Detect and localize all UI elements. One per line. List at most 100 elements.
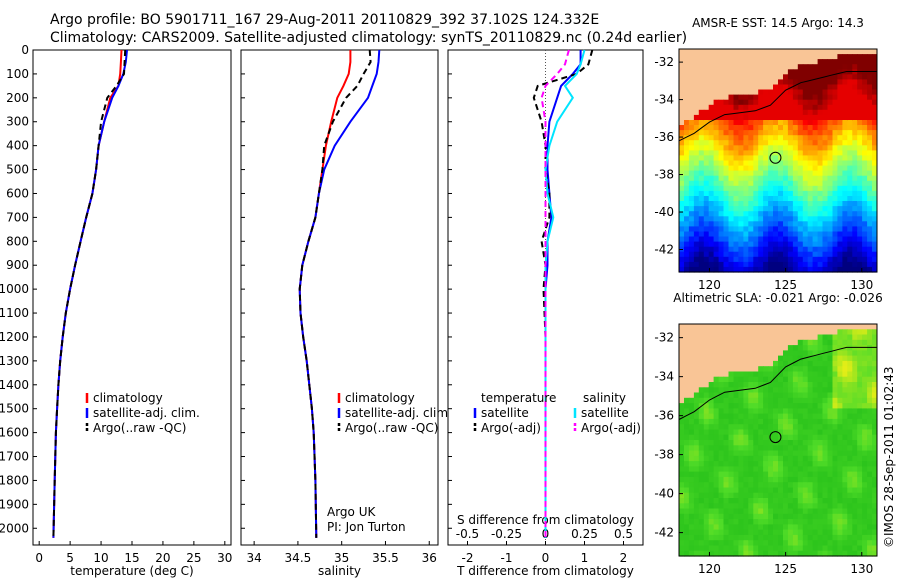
sla_map-cell [738, 408, 744, 415]
sst_map-cell [783, 180, 789, 187]
sla_map-cell [812, 418, 819, 425]
sla_map-cell [753, 476, 759, 483]
sst_map-cell [832, 251, 838, 258]
sla_map-cell [837, 545, 843, 552]
sla_map-cell [773, 397, 779, 404]
sst_map-cell [797, 170, 804, 177]
sla_map-cell [837, 387, 843, 394]
sla_map-cell [837, 466, 843, 473]
sla_map-cell [832, 503, 838, 510]
sla_map-cell [792, 413, 799, 420]
sst_map-cell [832, 160, 838, 167]
sla_map-cell [758, 455, 764, 462]
sla_map-cell [778, 461, 784, 467]
sla_map-cell [857, 387, 863, 394]
sst_map-cell [758, 160, 764, 167]
sla_map-cell [817, 545, 824, 552]
sst_map-cell [787, 160, 794, 167]
sst_map-cell [862, 160, 868, 167]
sst_map-cell [847, 196, 853, 202]
sst_map-cell [787, 135, 794, 141]
sst_map-cell [778, 160, 784, 167]
sla_map-cell [728, 508, 734, 515]
sst_map-cell [847, 211, 853, 217]
sst_map-cell [718, 211, 725, 217]
sst_map-cell [847, 109, 853, 116]
sst_map-cell [703, 135, 710, 141]
sst_map-cell [778, 89, 784, 96]
sla_map-cell [807, 492, 814, 499]
sst_map-cell [733, 165, 739, 172]
sla_map-cell [758, 376, 764, 383]
sst_map-cell [738, 256, 744, 263]
sst_map-cell [758, 241, 764, 248]
sst_map-cell [872, 99, 878, 106]
sla_map-cell [768, 513, 774, 520]
sst_map-cell [713, 221, 720, 227]
sst_map-cell [792, 261, 799, 268]
sst_map-cell [768, 109, 774, 116]
sla_map-cell [812, 540, 819, 547]
sla_map-cell [857, 403, 863, 409]
sst_map-cell [822, 170, 828, 177]
sst_map-cell [783, 206, 789, 212]
sla_map-cell [827, 482, 833, 489]
sst_map-cell [847, 185, 853, 192]
sst_map-cell [787, 170, 794, 177]
sla_map-cell [837, 392, 843, 399]
sla_map-cell [837, 503, 843, 510]
sst_map-cell [872, 150, 878, 157]
sla_map-cell [758, 508, 764, 515]
sst_map-cell [802, 256, 809, 263]
sst_map-cell [862, 170, 868, 177]
sst_map-cell [812, 109, 819, 116]
sla_map-cell [728, 492, 734, 499]
sla_map-cell [872, 487, 878, 494]
sst_map-cell [862, 261, 868, 268]
sla_map-cell [773, 482, 779, 489]
sst_map-cell [703, 109, 710, 116]
sla_map-cell [768, 508, 774, 515]
sst_map-cell [684, 130, 690, 136]
sst_map-cell [802, 114, 809, 121]
sla_map-cell [718, 476, 725, 483]
sst_map-cell [738, 165, 744, 172]
sla_map-cell [787, 498, 794, 504]
sla_map-cell [807, 503, 814, 510]
sla_map-cell [768, 440, 774, 446]
sla_map-cell [822, 503, 828, 510]
sla_map-cell [768, 392, 774, 399]
sst_map-cell [867, 221, 873, 227]
sla_map-cell [842, 382, 848, 388]
sla_map-cell [748, 545, 754, 552]
sla_map-cell [778, 545, 784, 552]
sla_map-cell [684, 540, 690, 547]
sla_map-cell [792, 371, 799, 378]
sst_map-cell [753, 150, 759, 157]
sla_map-cell [827, 445, 833, 452]
sla_map-cell [733, 487, 739, 494]
sst_map-cell [679, 160, 685, 167]
sst_map-cell [802, 226, 809, 233]
sla_map-cell [733, 508, 739, 515]
sla_map-cell [862, 508, 868, 515]
sla_map-cell [827, 418, 833, 425]
sst_map-cell [698, 145, 705, 151]
sla_map-cell [817, 498, 824, 504]
sst_map-cell [753, 170, 759, 177]
sla_map-cell [812, 413, 819, 420]
sla_map-cell [679, 524, 685, 531]
sla_map-cell [758, 403, 764, 409]
sst_map-cell [768, 251, 774, 258]
sla_map-cell [807, 371, 814, 378]
sst_map-cell [768, 211, 774, 217]
sla_map-cell [713, 397, 720, 404]
sst_map-cell [872, 84, 878, 91]
sst_map-cell [778, 170, 784, 177]
sla_map-cell [817, 466, 824, 473]
sla_map-cell [787, 492, 794, 499]
sla_map-cell [802, 461, 809, 467]
sla_map-cell [698, 387, 705, 394]
sla_map-cell [688, 424, 695, 431]
sst_map-cell [778, 109, 784, 116]
